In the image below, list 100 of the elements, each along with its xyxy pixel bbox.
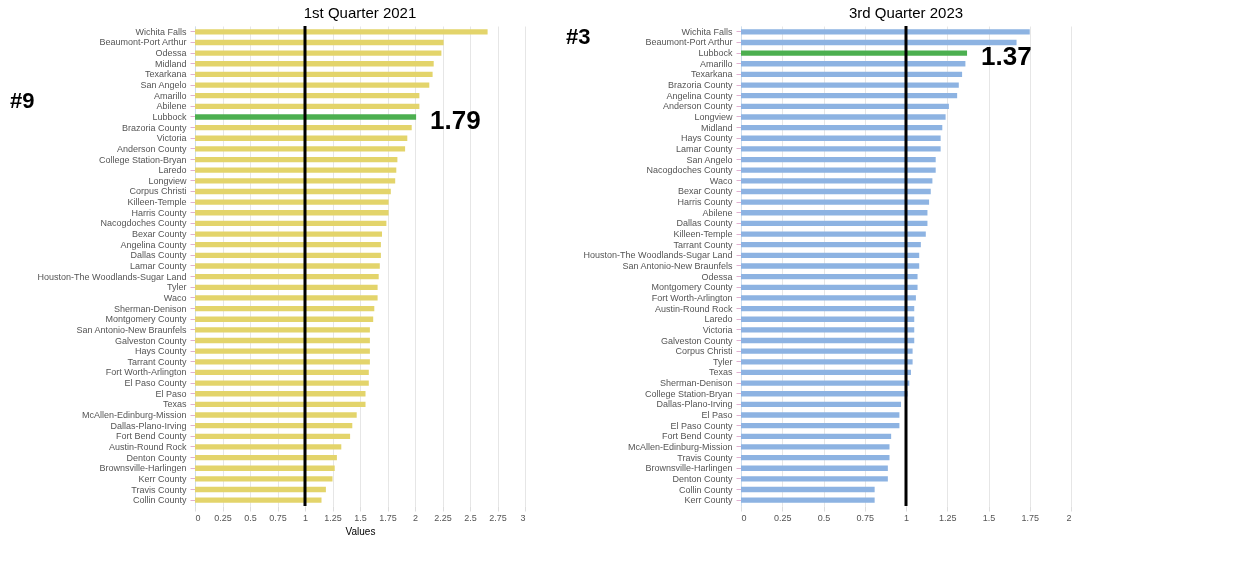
bar <box>741 199 930 205</box>
bar <box>741 124 943 131</box>
y-tick-label: Killeen-Temple <box>127 197 187 208</box>
bar <box>741 412 900 418</box>
y-tick-label: Houston-The Woodlands-Sugar Land <box>37 271 187 282</box>
y-tick-label: Midland <box>154 58 187 69</box>
y-tick-label: Tarrant County <box>673 239 733 250</box>
bar <box>741 135 941 141</box>
bar <box>741 369 911 376</box>
y-tick-label: Brownsville-Harlingen <box>99 463 187 474</box>
bar <box>741 454 890 461</box>
x-tick-label: 2.75 <box>489 512 507 523</box>
x-tick-label: 1 <box>903 512 910 523</box>
bar <box>741 305 915 312</box>
y-tick-label: Kerr County <box>138 473 187 484</box>
bar <box>195 93 420 99</box>
x-tick-label: 0.25 <box>773 512 792 523</box>
y-tick-label: San Angelo <box>140 80 187 91</box>
y-tick-label: Austin-Round Rock <box>654 303 733 314</box>
y-tick-label: Texas <box>162 399 187 410</box>
bar <box>195 369 369 376</box>
y-tick-label: Texas <box>708 367 733 378</box>
bar <box>195 71 433 78</box>
y-tick-label: Waco <box>163 292 187 303</box>
x-tick-label: 1.75 <box>1021 512 1040 523</box>
y-tick-label: Galveston County <box>660 335 733 346</box>
x-tick-label: 1.5 <box>982 512 996 523</box>
y-tick-label: Fort Bend County <box>661 431 733 442</box>
x-tick-label: 2.25 <box>434 512 452 523</box>
y-tick-label: Nacogdoches County <box>646 165 733 176</box>
y-tick-label: Waco <box>709 175 733 186</box>
y-tick-label: Longview <box>694 112 733 122</box>
y-tick-label: Galveston County <box>114 335 187 346</box>
bar <box>741 444 890 450</box>
bar <box>195 380 369 386</box>
bar <box>741 497 875 503</box>
bar <box>195 454 337 461</box>
y-tick-label: Texarkana <box>690 69 733 80</box>
bar <box>741 316 915 322</box>
x-tick-label: 0 <box>741 512 747 523</box>
x-tick-label: 1.75 <box>379 512 397 523</box>
y-tick-label: Harris County <box>131 207 187 218</box>
bar <box>741 210 928 216</box>
bar <box>195 476 333 482</box>
y-tick-label: Kerr County <box>684 495 733 506</box>
bar <box>195 135 408 141</box>
bar <box>741 486 875 493</box>
bar <box>195 497 322 503</box>
y-tick-label: Sherman-Denison <box>113 303 187 314</box>
bar <box>195 486 326 493</box>
x-tick-label: 0.75 <box>856 512 875 523</box>
bar <box>741 465 888 471</box>
y-tick-label: Lubbock <box>698 48 733 59</box>
y-tick-label: El Paso County <box>670 420 733 431</box>
bar <box>195 273 379 280</box>
y-tick-label: Dallas County <box>130 250 187 261</box>
bar <box>741 433 892 439</box>
y-tick-label: Dallas County <box>676 218 733 229</box>
x-tick-label: 0.5 <box>244 512 257 523</box>
bar <box>195 305 375 312</box>
y-tick-label: Brazoria County <box>121 122 187 133</box>
bar <box>195 156 398 163</box>
bar <box>195 327 370 333</box>
x-tick-label: 1.5 <box>354 512 367 523</box>
y-tick-label: Bexar County <box>677 186 733 197</box>
bar <box>195 178 396 184</box>
y-tick-label: Abilene <box>702 207 733 218</box>
bar <box>195 337 370 344</box>
y-tick-label: Brazoria County <box>667 80 733 91</box>
y-tick-label: College Station-Bryan <box>98 154 187 165</box>
y-tick-label: Fort Bend County <box>115 431 187 442</box>
y-tick-label: Collin County <box>678 484 733 495</box>
x-tick-label: 3 <box>520 512 526 523</box>
y-tick-label: Dallas-Plano-Irving <box>656 399 733 410</box>
y-tick-label: Wichita Falls <box>681 26 733 37</box>
y-tick-label: San Angelo <box>686 154 733 165</box>
bar <box>741 167 936 173</box>
bar <box>741 29 1030 35</box>
y-tick-label: Travis County <box>131 484 187 495</box>
x-axis-title: Values <box>345 525 376 537</box>
chart-title: 3rd Quarter 2023 <box>848 3 964 21</box>
chart-title: 1st Quarter 2021 <box>303 3 417 21</box>
y-tick-label: Victoria <box>156 133 187 144</box>
y-tick-label: Denton County <box>672 473 733 484</box>
bar <box>741 220 928 227</box>
bar <box>195 359 370 365</box>
y-tick-label: El Paso <box>701 410 733 420</box>
y-tick-label: McAllen-Edinburg-Mission <box>627 441 733 452</box>
y-tick-label: Laredo <box>158 165 187 176</box>
bar <box>741 380 910 386</box>
bar <box>741 61 966 67</box>
y-tick-label: Laredo <box>704 314 733 325</box>
x-tick-label: 2 <box>1066 512 1072 523</box>
x-tick-label: 0.5 <box>817 512 831 523</box>
y-tick-label: Harris County <box>677 197 733 208</box>
y-tick-label: Longview <box>148 175 187 186</box>
bar <box>195 316 374 322</box>
bar <box>195 167 397 173</box>
y-tick-label: Victoria <box>702 324 733 335</box>
y-tick-label: Wichita Falls <box>135 26 187 37</box>
